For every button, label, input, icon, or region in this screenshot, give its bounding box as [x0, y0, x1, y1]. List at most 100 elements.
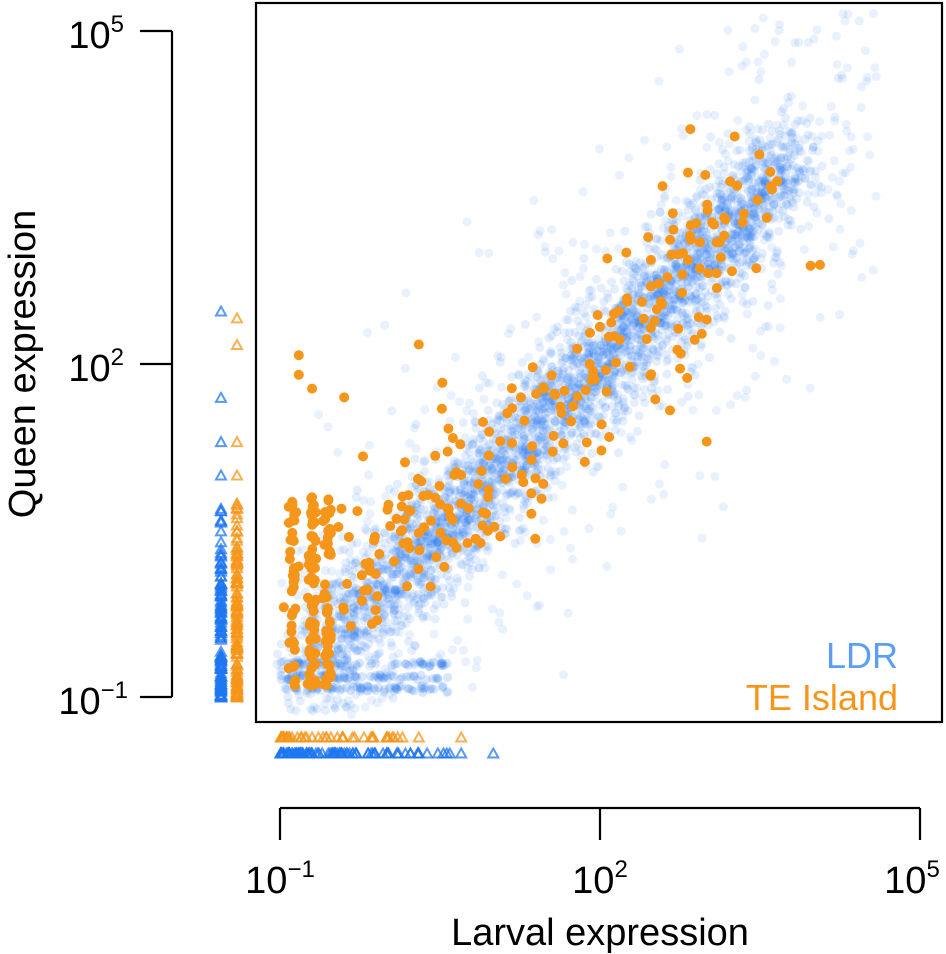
ldr-point: [654, 335, 664, 345]
ldr-point: [498, 446, 508, 456]
te-island-point: [430, 492, 441, 503]
ldr-point: [765, 229, 775, 239]
ldr-point: [400, 363, 410, 373]
te-island-point: [594, 321, 605, 332]
ldr-point: [718, 202, 728, 211]
ldr-point: [532, 398, 542, 408]
ldr-point: [381, 492, 391, 501]
ldr-point: [457, 527, 467, 537]
te-island-point: [752, 195, 763, 205]
te-island-point: [285, 546, 296, 557]
ldr-point: [572, 358, 582, 368]
ldr-point: [723, 188, 733, 198]
ldr-point: [420, 456, 430, 466]
te-island-point: [703, 268, 714, 279]
ldr-point: [789, 202, 799, 212]
ldr-point: [825, 130, 835, 140]
ldr-point: [568, 554, 577, 564]
ldr-point: [349, 573, 359, 583]
ldr-point: [733, 115, 743, 125]
ldr-point: [389, 534, 399, 544]
ldr-point: [583, 419, 593, 429]
ldr-point: [537, 399, 547, 408]
ldr-point: [389, 487, 399, 497]
ldr-point: [335, 546, 345, 555]
ldr-point: [399, 612, 409, 622]
ldr-point: [596, 353, 606, 363]
ldr-point: [650, 270, 660, 280]
te-island-point: [374, 549, 385, 559]
ldr-zero-queen-marker: [454, 746, 468, 759]
te-island-point: [507, 403, 518, 414]
ldr-point: [412, 514, 422, 524]
ldr-point: [384, 594, 393, 604]
ldr-point: [748, 156, 758, 166]
ldr-point: [742, 255, 752, 265]
ldr-point: [452, 573, 462, 583]
ldr-point: [397, 620, 407, 630]
ldr-point: [348, 663, 358, 673]
ldr-point: [784, 127, 794, 137]
ldr-point: [687, 277, 697, 287]
ldr-point: [774, 214, 784, 224]
ldr-point: [742, 299, 752, 309]
ldr-point: [386, 670, 396, 680]
ldr-point: [728, 212, 738, 222]
ldr-point: [770, 36, 780, 46]
te-island-point: [700, 170, 711, 180]
ldr-point: [663, 354, 673, 364]
ldr-point: [496, 352, 506, 362]
ldr-point: [720, 313, 729, 323]
ldr-point: [712, 205, 722, 215]
ldr-point: [759, 204, 769, 214]
ldr-point: [456, 484, 465, 494]
ldr-point: [364, 440, 374, 450]
ldr-point: [420, 505, 430, 515]
ldr-point: [593, 355, 603, 365]
ldr-point: [514, 423, 524, 433]
x-tick-label: 10−1: [245, 856, 315, 902]
ldr-point: [670, 270, 680, 279]
ldr-point: [581, 300, 591, 310]
ldr-point: [384, 581, 394, 591]
ldr-point: [415, 579, 425, 589]
te-island-point: [645, 281, 656, 292]
ldr-point: [617, 266, 627, 276]
ldr-point: [554, 246, 564, 256]
ldr-point: [673, 262, 682, 272]
ldr-point: [567, 505, 577, 515]
ldr-point: [433, 537, 443, 547]
ldr-point: [354, 628, 364, 638]
ldr-point: [590, 429, 600, 438]
ldr-point: [682, 341, 692, 351]
ldr-point: [767, 279, 777, 289]
te-island-point: [483, 450, 494, 461]
ldr-point: [446, 588, 456, 598]
ldr-point: [298, 654, 308, 664]
ldr-point: [474, 444, 484, 454]
ldr-point: [767, 126, 777, 136]
ldr-point: [343, 656, 353, 666]
ldr-point: [662, 286, 672, 296]
ldr-point: [616, 526, 626, 536]
ldr-point: [528, 399, 538, 409]
ldr-point: [338, 624, 348, 634]
ldr-point: [389, 546, 399, 556]
te-island-point: [559, 385, 570, 396]
ldr-point: [724, 67, 734, 77]
ldr-point: [652, 357, 662, 367]
ldr-point: [574, 414, 584, 424]
te-island-point: [338, 602, 349, 613]
ldr-point: [606, 342, 616, 352]
ldr-point: [471, 663, 481, 673]
ldr-point: [500, 450, 510, 460]
ldr-point: [626, 315, 636, 325]
ldr-point: [684, 296, 693, 305]
ldr-point: [352, 672, 361, 682]
ldr-point: [338, 649, 348, 659]
ldr-point: [636, 351, 646, 361]
ldr-point: [768, 206, 778, 216]
ldr-point: [345, 665, 355, 675]
ldr-point: [742, 385, 751, 395]
ldr-point: [447, 645, 457, 655]
